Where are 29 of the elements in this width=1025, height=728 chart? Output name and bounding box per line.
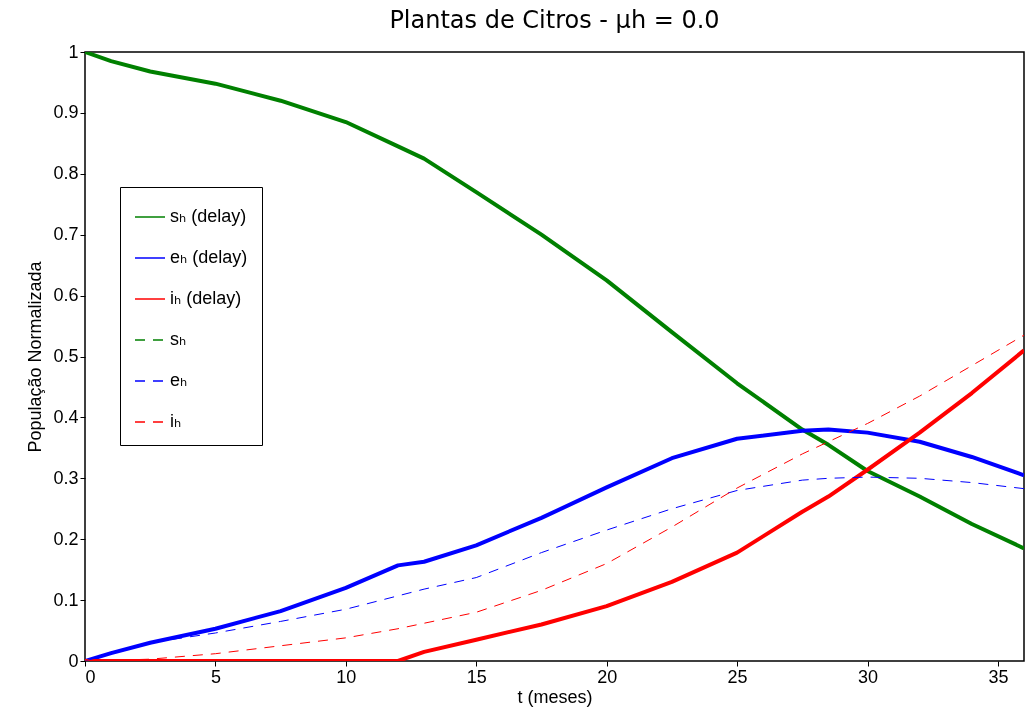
y-axis-title: População Normalizada bbox=[25, 260, 46, 453]
legend-label: eₕ bbox=[170, 370, 188, 390]
y-tick-label: 0 bbox=[68, 650, 79, 671]
x-tick-label: 0 bbox=[85, 666, 96, 687]
y-tick-label: 0.4 bbox=[53, 406, 79, 427]
legend-label: iₕ bbox=[170, 411, 182, 431]
y-tick-label: 1 bbox=[68, 41, 79, 62]
legend-label: iₕ (delay) bbox=[170, 288, 242, 308]
legend-label: sₕ (delay) bbox=[170, 206, 247, 226]
x-tick-label: 15 bbox=[466, 666, 487, 687]
x-tick-label: 30 bbox=[857, 666, 879, 687]
y-tick-label: 0.3 bbox=[53, 467, 79, 488]
chart-title: Plantas de Citros - μh = 0.0 bbox=[389, 6, 720, 34]
legend-label: sₕ bbox=[170, 329, 187, 349]
y-tick-label: 0.6 bbox=[53, 285, 79, 306]
x-axis-title: t (meses) bbox=[517, 686, 593, 707]
legend-label: eₕ (delay) bbox=[170, 247, 248, 267]
y-tick-label: 0.5 bbox=[53, 346, 79, 366]
y-tick-label: 0.7 bbox=[53, 224, 79, 245]
x-tick-label: 20 bbox=[597, 666, 618, 687]
x-tick-label: 10 bbox=[336, 666, 357, 687]
x-tick-label: 25 bbox=[727, 666, 748, 687]
y-tick-label: 0.1 bbox=[53, 589, 79, 610]
y-tick-label: 0.8 bbox=[53, 163, 79, 184]
y-tick-label: 0.9 bbox=[53, 102, 79, 123]
x-tick-label: 5 bbox=[210, 666, 221, 687]
y-tick-label: 0.2 bbox=[53, 528, 79, 549]
line-series bbox=[85, 52, 1024, 551]
x-tick-label: 35 bbox=[988, 666, 1009, 687]
